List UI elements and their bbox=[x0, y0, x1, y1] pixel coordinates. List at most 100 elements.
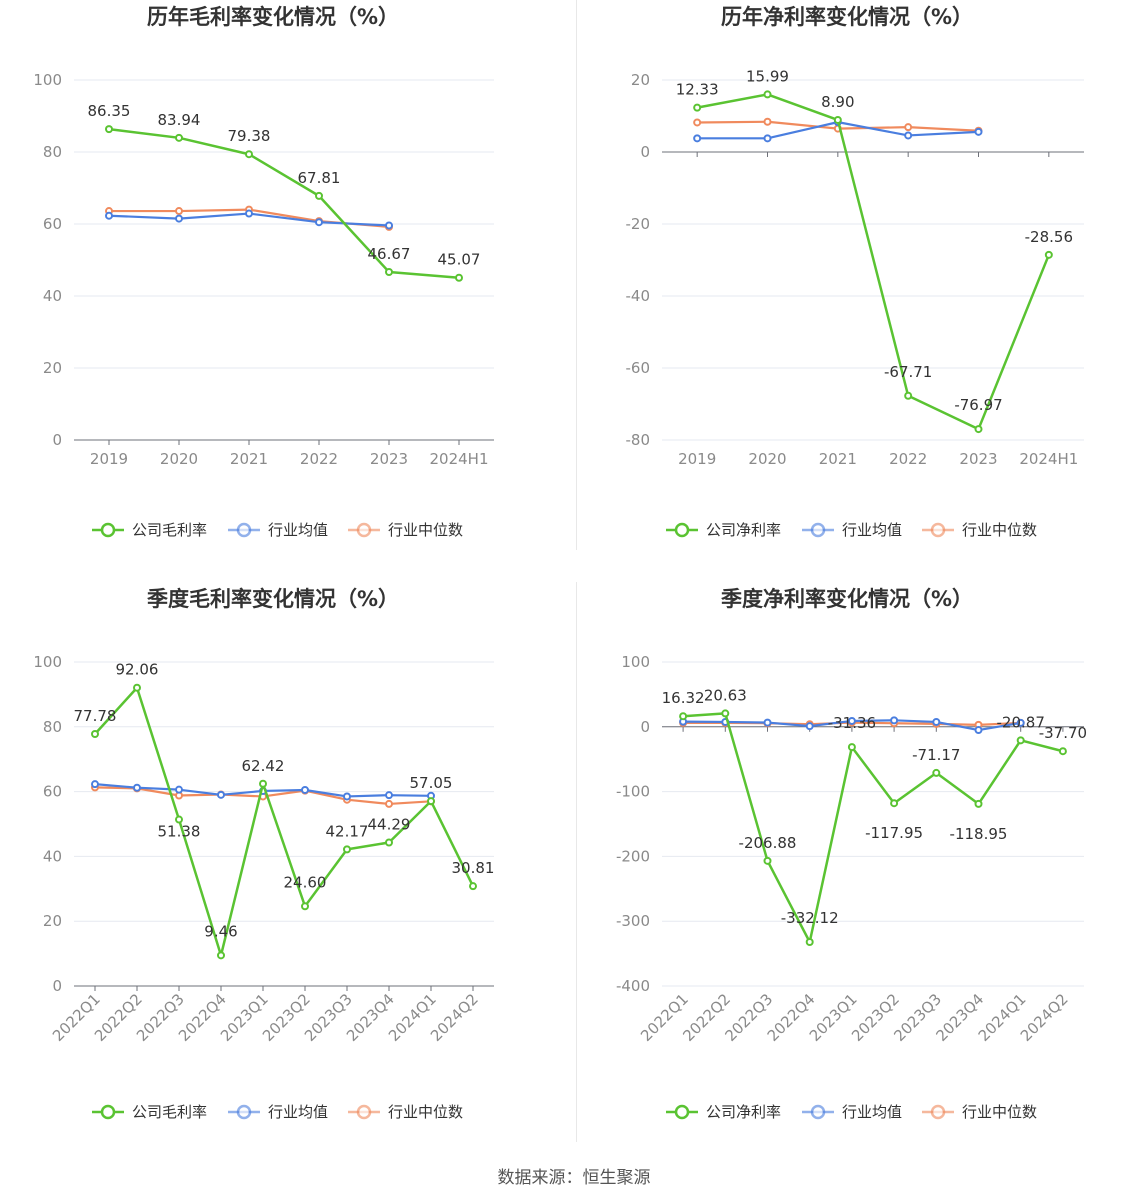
source-caption: 数据来源：恒生聚源 bbox=[497, 1168, 651, 1188]
company-data-point[interactable] bbox=[455, 273, 463, 282]
avg-data-point[interactable] bbox=[763, 718, 772, 727]
company-data-point[interactable] bbox=[1016, 736, 1025, 745]
quarterly-gross-margin-chart: 季度毛利率变化情况（%） 0 20 40 60 80 100 2022Q1 2022Q2 2022… bbox=[0, 582, 574, 1164]
company-data-point[interactable] bbox=[105, 125, 113, 134]
company-data-point[interactable] bbox=[133, 683, 141, 692]
avg-data-point[interactable] bbox=[932, 717, 941, 726]
data-label: 20.63 bbox=[704, 686, 747, 704]
company-series-line bbox=[696, 93, 1050, 431]
company-data-point[interactable] bbox=[469, 882, 477, 891]
company-data-point[interactable] bbox=[904, 391, 913, 400]
company-data-point[interactable] bbox=[385, 267, 393, 276]
avg-data-point[interactable] bbox=[133, 783, 141, 792]
data-label: -118.95 bbox=[950, 825, 1008, 843]
company-data-point[interactable] bbox=[301, 902, 309, 911]
avg-data-point[interactable] bbox=[175, 214, 183, 223]
company-data-point[interactable] bbox=[693, 103, 702, 112]
company-data-point[interactable] bbox=[259, 779, 267, 788]
y-tick-label: 100 bbox=[621, 653, 650, 671]
data-label: 92.06 bbox=[116, 661, 159, 679]
data-label: -206.88 bbox=[739, 834, 797, 852]
annual-net-margin-chart: 历年净利率变化情况（%） -80 -60 -40 -20 0 20 2019 2020 2021 2… bbox=[574, 0, 1148, 582]
legend-item-median[interactable]: 行业中位数 bbox=[348, 1103, 463, 1121]
avg-data-point[interactable] bbox=[245, 209, 253, 218]
company-data-point[interactable] bbox=[805, 938, 814, 947]
x-tick-label: 2022 bbox=[300, 450, 338, 468]
y-tick-label: 60 bbox=[43, 215, 62, 233]
company-data-point[interactable] bbox=[679, 712, 688, 721]
data-label: 83.94 bbox=[158, 111, 201, 129]
median-data-point[interactable] bbox=[693, 118, 702, 127]
y-tick-label: -400 bbox=[616, 977, 650, 995]
avg-data-point[interactable] bbox=[904, 131, 913, 140]
avg-data-point[interactable] bbox=[315, 218, 323, 227]
legend-item-company[interactable]: 公司毛利率 bbox=[92, 1103, 207, 1121]
legend-item-avg[interactable]: 行业均值 bbox=[802, 521, 902, 539]
avg-data-point[interactable] bbox=[974, 726, 983, 735]
company-data-point[interactable] bbox=[974, 425, 983, 434]
avg-data-point[interactable] bbox=[385, 221, 393, 230]
x-tick-label: 2023 bbox=[959, 450, 997, 468]
avg-data-point[interactable] bbox=[343, 792, 351, 801]
avg-data-point[interactable] bbox=[217, 790, 225, 799]
avg-data-point[interactable] bbox=[385, 791, 393, 800]
company-data-point[interactable] bbox=[91, 729, 99, 738]
company-data-point[interactable] bbox=[245, 150, 253, 159]
company-data-point[interactable] bbox=[175, 815, 183, 824]
avg-data-point[interactable] bbox=[763, 134, 772, 143]
data-label: 24.60 bbox=[284, 873, 327, 891]
legend-item-company[interactable]: 公司毛利率 bbox=[92, 521, 207, 539]
y-tick-label: 100 bbox=[33, 653, 62, 671]
legend-marker-icon bbox=[674, 1104, 690, 1120]
avg-data-point[interactable] bbox=[693, 134, 702, 143]
company-data-point[interactable] bbox=[763, 90, 772, 99]
company-data-point[interactable] bbox=[343, 845, 351, 854]
legend-item-company[interactable]: 公司净利率 bbox=[666, 1103, 781, 1121]
avg-data-point[interactable] bbox=[1016, 718, 1025, 727]
x-tick-label: 2019 bbox=[90, 450, 128, 468]
data-label: 67.81 bbox=[298, 169, 341, 187]
company-data-point[interactable] bbox=[315, 191, 323, 200]
company-data-point[interactable] bbox=[385, 838, 393, 847]
data-label: -117.95 bbox=[865, 824, 923, 842]
x-tick-label: 2021 bbox=[230, 450, 268, 468]
company-data-point[interactable] bbox=[1044, 250, 1053, 259]
legend-item-avg[interactable]: 行业均值 bbox=[228, 521, 328, 539]
legend-item-median[interactable]: 行业中位数 bbox=[922, 1103, 1037, 1121]
legend-item-avg[interactable]: 行业均值 bbox=[802, 1103, 902, 1121]
y-tick-label: -200 bbox=[616, 847, 650, 865]
data-label: 86.35 bbox=[88, 102, 131, 120]
company-data-point[interactable] bbox=[217, 951, 225, 960]
data-label: -28.56 bbox=[1025, 228, 1073, 246]
company-data-point[interactable] bbox=[974, 799, 983, 808]
legend-label: 公司净利率 bbox=[706, 521, 781, 539]
avg-data-point[interactable] bbox=[105, 211, 113, 220]
legend-marker-icon bbox=[356, 1104, 372, 1120]
company-data-point[interactable] bbox=[763, 856, 772, 865]
avg-data-point[interactable] bbox=[301, 785, 309, 794]
legend-item-median[interactable]: 行业中位数 bbox=[348, 521, 463, 539]
median-data-point[interactable] bbox=[175, 207, 183, 216]
avg-data-point[interactable] bbox=[91, 780, 99, 789]
legend-item-median[interactable]: 行业中位数 bbox=[922, 521, 1037, 539]
company-data-point[interactable] bbox=[833, 115, 842, 124]
company-data-point[interactable] bbox=[1058, 747, 1067, 756]
company-data-point[interactable] bbox=[890, 799, 899, 808]
median-data-point[interactable] bbox=[904, 123, 913, 132]
company-data-point[interactable] bbox=[427, 797, 435, 806]
legend-item-company[interactable]: 公司净利率 bbox=[666, 521, 781, 539]
avg-data-point[interactable] bbox=[175, 785, 183, 794]
avg-data-point[interactable] bbox=[805, 722, 814, 731]
company-data-point[interactable] bbox=[847, 743, 856, 752]
avg-data-point[interactable] bbox=[974, 127, 983, 136]
legend-item-avg[interactable]: 行业均值 bbox=[228, 1103, 328, 1121]
avg-data-point[interactable] bbox=[847, 716, 856, 725]
median-data-point[interactable] bbox=[385, 799, 393, 808]
company-data-point[interactable] bbox=[721, 709, 730, 718]
company-data-point[interactable] bbox=[932, 768, 941, 777]
y-tick-label: -40 bbox=[626, 287, 651, 305]
company-data-point[interactable] bbox=[175, 133, 183, 142]
y-tick-label: 0 bbox=[640, 143, 650, 161]
avg-data-point[interactable] bbox=[890, 716, 899, 725]
median-data-point[interactable] bbox=[763, 117, 772, 126]
